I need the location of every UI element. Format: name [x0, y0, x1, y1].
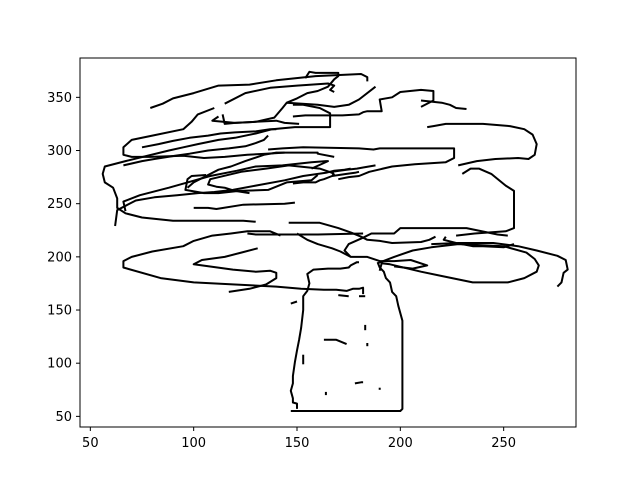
- dash-mark-7: [354, 381, 364, 385]
- series-line-11: [288, 221, 436, 244]
- series-line-20: [292, 170, 360, 185]
- x-axis: 50 100 150 200 250: [82, 427, 516, 451]
- plot-area: [101, 70, 569, 412]
- series-line-4: [343, 227, 508, 258]
- series-line-19: [268, 146, 456, 181]
- series-line-23: [141, 128, 277, 149]
- y-axis: 50 100 150 200 250 300 350: [47, 91, 80, 425]
- series-line-5: [455, 167, 515, 237]
- y-tick-label: 200: [47, 250, 72, 265]
- series-line-8: [122, 230, 365, 295]
- x-tick-label: 100: [181, 436, 206, 451]
- series-line-26: [224, 82, 336, 105]
- series-line-24: [149, 73, 369, 109]
- series-line-31: [420, 99, 467, 110]
- y-tick-label: 150: [47, 304, 72, 319]
- y-tick-label: 350: [47, 91, 72, 106]
- y-tick-label: 100: [47, 357, 72, 372]
- y-tick-label: 300: [47, 144, 72, 159]
- series-line-27: [122, 107, 285, 159]
- series-line-30: [292, 88, 435, 118]
- x-tick-label: 150: [285, 436, 310, 451]
- series-line-3: [442, 236, 515, 249]
- x-tick-label: 250: [491, 436, 516, 451]
- series-line-22: [123, 134, 269, 167]
- axes-frame: [79, 57, 577, 428]
- series-line-1: [377, 243, 540, 284]
- series-line-7: [296, 232, 429, 270]
- series-line-9: [247, 232, 364, 236]
- series-line-17: [207, 164, 336, 195]
- y-tick-label: 250: [47, 197, 72, 212]
- series-line-0: [290, 261, 404, 412]
- series-line-13: [184, 174, 319, 195]
- dash-mark-0: [290, 300, 298, 305]
- series-line-32: [289, 261, 359, 409]
- series-line-2: [431, 242, 569, 288]
- series-line-14: [101, 103, 332, 223]
- series-line-15: [122, 160, 329, 212]
- dash-mark-4: [323, 338, 347, 346]
- y-tick-label: 50: [55, 410, 72, 425]
- series-line-10: [192, 247, 278, 293]
- series-line-18: [186, 151, 335, 189]
- dash-mark-1: [338, 294, 349, 298]
- series-line-6: [427, 122, 538, 167]
- series-line-28: [221, 114, 300, 125]
- series-line-29: [286, 70, 340, 104]
- series-line-21: [331, 164, 376, 176]
- series-line-12: [193, 201, 296, 210]
- x-tick-label: 50: [82, 436, 99, 451]
- x-tick-label: 200: [388, 436, 413, 451]
